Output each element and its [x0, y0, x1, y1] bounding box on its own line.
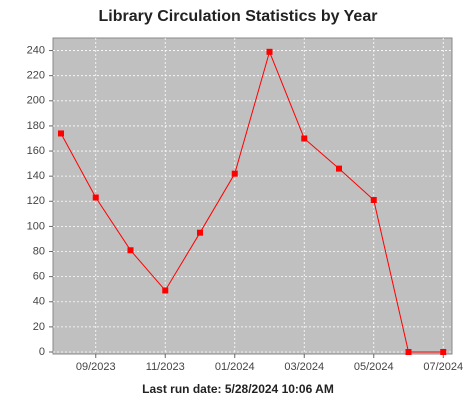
y-tick-label: 160 [27, 145, 45, 157]
point [336, 165, 342, 172]
y-tick-label: 0 [39, 346, 45, 358]
footer: Last run date: 5/28/2024 10:06 AM [142, 382, 334, 396]
y-tick-label: 120 [27, 195, 45, 207]
point [301, 135, 308, 142]
y-tick-label: 140 [27, 170, 45, 182]
x-tick-label: 01/2024 [215, 361, 255, 373]
chart-title: Library Circulation Statistics by Year [99, 8, 378, 25]
y-tick-label: 220 [27, 70, 45, 82]
x-tick-label: 07/2024 [423, 361, 463, 373]
point [58, 130, 64, 137]
y-tick-label: 60 [33, 271, 45, 283]
point [370, 197, 377, 204]
y-tick-label: 240 [27, 44, 45, 56]
y-tick-label: 20 [33, 321, 45, 333]
line [60, 50, 444, 353]
point [405, 349, 412, 355]
point [127, 247, 134, 254]
x-tick-label: 09/2023 [76, 361, 116, 373]
point [197, 229, 203, 236]
point [92, 194, 99, 201]
y-tick-label: 100 [27, 220, 45, 232]
x-tick-label: 11/2023 [146, 361, 185, 373]
point [162, 287, 169, 294]
plot-area [52, 37, 453, 355]
point [266, 48, 273, 55]
y-tick-label: 40 [33, 296, 45, 308]
y-tick-label: 180 [27, 120, 45, 132]
y-tick-label: 80 [33, 245, 45, 257]
point [440, 349, 447, 355]
y-tick-label: 200 [27, 95, 45, 107]
x-tick-label: 05/2024 [354, 361, 394, 373]
x-tick-label: 03/2024 [284, 361, 324, 373]
point [231, 170, 238, 177]
